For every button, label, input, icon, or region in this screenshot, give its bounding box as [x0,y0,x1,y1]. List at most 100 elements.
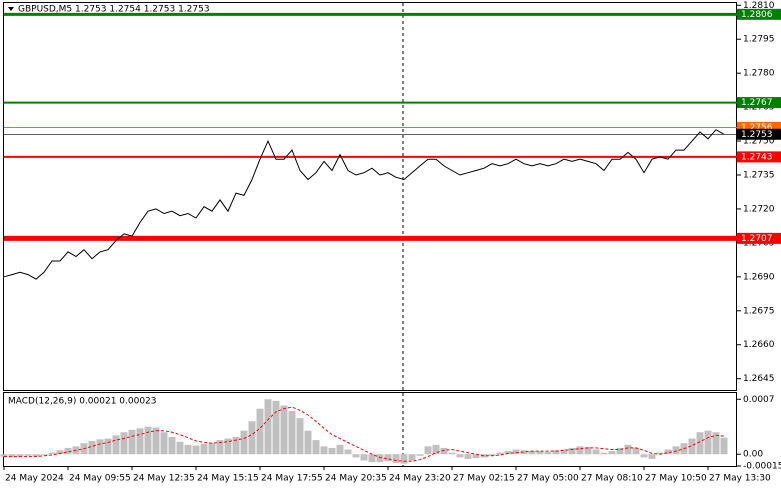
macd-bar [208,443,216,455]
y-tick-label: 1.2795 [743,35,775,45]
macd-bar [40,454,48,456]
macd-bar [560,449,568,455]
macd-bar [256,408,264,455]
y-tick-label: -0.00015 [743,462,781,472]
macd-bar [456,454,464,458]
macd-bar [56,450,64,455]
macd-bar [168,436,176,455]
y-tick-label: 1.2660 [743,340,775,350]
macd-bar [152,427,160,455]
macd-title: MACD(12,26,9) 0.00021 0.00023 [8,397,157,407]
macd-bar [240,430,248,455]
macd-bar [408,454,416,461]
macd-bar [536,451,544,455]
level-label: 1.2756 [741,123,773,133]
macd-bar [280,405,288,455]
macd-bar [296,418,304,455]
x-tick-label: 24 May 2024 [5,474,64,484]
level-label: 1.2743 [741,152,773,162]
macd-bar [320,446,328,455]
macd-bar [144,426,152,455]
macd-bar [384,454,392,462]
macd-bar [352,454,360,458]
macd-bar [488,454,496,456]
macd-bar [568,447,576,455]
macd-bar [400,454,408,464]
macd-bar [184,444,192,455]
level-label-box [737,121,781,133]
signal-line [4,406,725,462]
macd-bar [592,449,600,455]
macd-bar [624,444,632,455]
macd-bar [464,454,472,459]
macd-bar [232,436,240,455]
macd-bar [360,454,368,461]
macd-bar [480,454,488,458]
chart-title: GBPUSD,M5 1.2753 1.2754 1.2753 1.2753 [18,5,210,15]
macd-bar [288,411,296,455]
macd-bar [448,452,456,455]
macd-bar [504,451,512,455]
macd-bar [632,447,640,455]
macd-bar [104,438,112,455]
macd-bar [192,445,200,455]
macd-bar [8,454,16,458]
macd-bar [472,454,480,459]
y-tick-label: 1.2645 [743,374,775,384]
macd-bar [200,444,208,455]
macd-bar [496,452,504,455]
macd-bar [96,439,104,455]
macd-bar [248,421,256,455]
macd-bar [376,454,384,463]
macd-bar [128,429,136,455]
x-tick-label: 24 May 09:55 [69,474,131,484]
macd-bar [704,430,712,455]
x-tick-label: 24 May 17:55 [261,474,323,484]
x-tick-label: 27 May 08:10 [581,474,643,484]
level-label-box [737,232,781,244]
x-tick-label: 27 May 02:15 [453,474,515,484]
y-tick-label: 1.2810 [743,1,775,11]
level-label-box [737,8,781,20]
macd-bar [432,444,440,455]
macd-bar [520,450,528,455]
macd-bar [688,438,696,455]
x-tick-label: 24 May 20:35 [325,474,387,484]
macd-bar [552,450,560,455]
level-label-box [737,128,781,140]
macd-bar [120,432,128,455]
macd-bar [696,432,704,455]
macd-bar [368,454,376,463]
macd-bar [160,432,168,455]
y-tick-label: 1.2750 [743,137,775,147]
macd-bar [328,447,336,455]
y-tick-label: 0.0007 [743,395,775,405]
y-tick-label: 1.2720 [743,204,775,214]
macd-bar [544,451,552,455]
y-tick-label: 1.2675 [743,306,775,316]
macd-bar [664,449,672,455]
x-tick-label: 24 May 15:15 [197,474,259,484]
macd-bar [640,454,648,458]
y-tick-label: 1.2780 [743,69,775,79]
level-label: 1.2806 [741,10,773,20]
macd-bar [176,441,184,455]
macd-bar [672,446,680,455]
macd-frame [3,392,737,467]
y-tick-label: 1.2690 [743,272,775,282]
macd-bar [136,428,144,455]
macd-bar [304,430,312,455]
macd-bar [64,447,72,455]
macd-bar [336,444,344,455]
macd-bar [224,438,232,455]
macd-bar [576,446,584,455]
macd-bar [720,437,728,455]
macd-bar [264,399,272,455]
main-frame [3,2,737,391]
macd-bar [216,440,224,455]
level-label-box [737,151,781,163]
macd-bar [528,451,536,455]
